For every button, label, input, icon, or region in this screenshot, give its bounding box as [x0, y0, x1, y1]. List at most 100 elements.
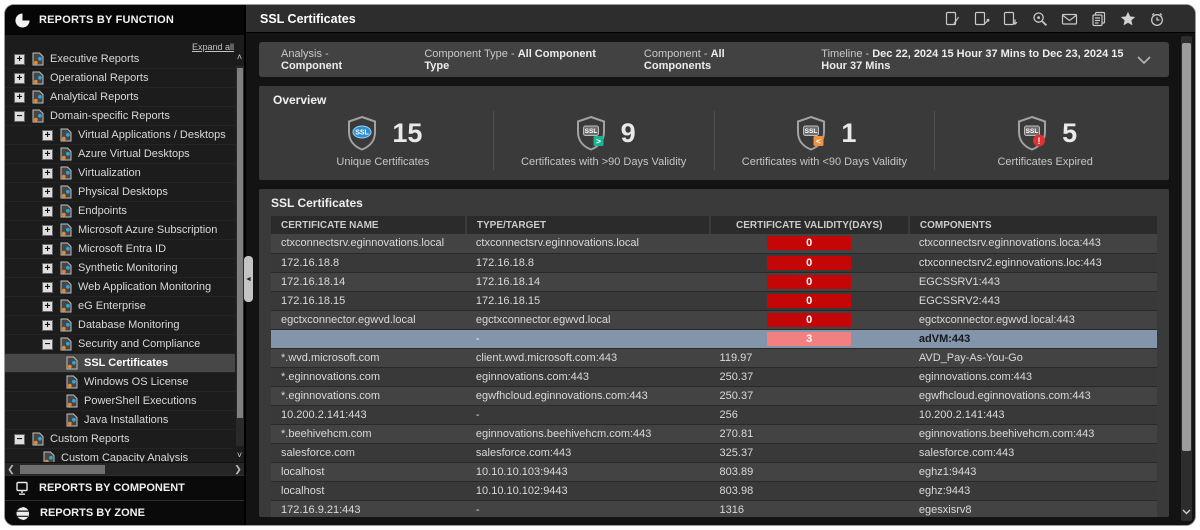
tree-item-database-monitoring[interactable]: +Database Monitoring — [5, 316, 235, 335]
schedule-icon[interactable] — [1149, 11, 1165, 27]
filter-analysis[interactable]: Analysis - Component — [281, 48, 378, 72]
scroll-left-icon[interactable]: ❮ — [5, 463, 17, 476]
main-vertical-scrollbar[interactable] — [1181, 36, 1192, 521]
expand-icon[interactable]: + — [42, 149, 53, 160]
tree-item-eg-enterprise[interactable]: +eG Enterprise — [5, 297, 235, 316]
cell-components: egwfhcloud.eginnovations.com:443 — [909, 386, 1157, 405]
tree-item-microsoft-azure-subscription[interactable]: +Microsoft Azure Subscription — [5, 221, 235, 240]
overview-panel: Overview SSL 15 — [259, 86, 1169, 180]
filter-component-type[interactable]: Component Type - All Component Type — [424, 48, 598, 72]
report-search-icon[interactable] — [1032, 11, 1048, 27]
table-row[interactable]: 10.200.2.141:443-25610.200.2.141:443 — [271, 405, 1157, 424]
expand-icon[interactable]: + — [42, 187, 53, 198]
table-row[interactable]: localhost10.10.10.102:9443803.98eghz:944… — [271, 481, 1157, 500]
tree-item-azure-virtual-desktops[interactable]: +Azure Virtual Desktops — [5, 145, 235, 164]
table-row[interactable]: salesforce.comsalesforce.com:443325.37sa… — [271, 443, 1157, 462]
table-row[interactable]: *.wvd.microsoft.comclient.wvd.microsoft.… — [271, 348, 1157, 367]
tree-item-microsoft-entra-id[interactable]: +Microsoft Entra ID — [5, 240, 235, 259]
filter-component[interactable]: Component - All Components — [644, 48, 775, 72]
certificates-tbody: ctxconnectsrv.eginnovations.localctxconn… — [271, 234, 1157, 517]
chevron-down-icon[interactable] — [1137, 55, 1151, 67]
tree-item-custom-reports[interactable]: −Custom Reports — [5, 430, 235, 449]
table-row[interactable]: -3adVM:443 — [271, 329, 1157, 348]
sidebar-item-reports-by-component[interactable]: REPORTS BY COMPONENT — [5, 475, 244, 500]
report-annotate-icon[interactable] — [974, 11, 990, 27]
main-scroll-thumb[interactable] — [1182, 43, 1191, 451]
table-row[interactable]: ctxconnectsrv.eginnovations.localctxconn… — [271, 234, 1157, 253]
tree-scroll-down-icon[interactable]: ˅ — [235, 448, 244, 462]
tree-item-java-installations[interactable]: Java Installations — [5, 411, 235, 430]
email-icon[interactable] — [1061, 11, 1078, 27]
table-row[interactable]: *.beehivehcm.comeginnovations.beehivehcm… — [271, 424, 1157, 443]
favorite-icon[interactable] — [1120, 11, 1136, 27]
tree-item-security-and-compliance[interactable]: −Security and Compliance — [5, 335, 235, 354]
scroll-down-icon[interactable] — [1182, 502, 1191, 520]
tree-item-web-application-monitoring[interactable]: +Web Application Monitoring — [5, 278, 235, 297]
column-certificate-validity[interactable]: CERTIFICATE VALIDITY(DAYS) — [710, 216, 909, 234]
report-toolbar — [945, 11, 1181, 27]
table-row[interactable]: 172.16.18.15172.16.18.150EGCSSRV2:443 — [271, 291, 1157, 310]
sidebar-header: REPORTS BY FUNCTION — [5, 5, 244, 35]
hscroll-thumb[interactable] — [20, 465, 105, 474]
tree-item-operational-reports[interactable]: +Operational Reports — [5, 69, 235, 88]
sidebar-item-reports-by-zone[interactable]: REPORTS BY ZONE — [5, 500, 244, 525]
sidebar-collapse-handle[interactable]: ◄ — [244, 256, 253, 302]
report-icon — [59, 242, 72, 256]
report-export-icon[interactable] — [1003, 11, 1019, 27]
expand-icon[interactable]: + — [42, 301, 53, 312]
stat-value: 1 — [841, 118, 856, 149]
expand-icon[interactable]: + — [42, 282, 53, 293]
table-row[interactable]: *.eginnovations.comeginnovations.com:443… — [271, 367, 1157, 386]
expand-icon[interactable]: + — [14, 92, 25, 103]
report-edit-icon[interactable] — [945, 11, 961, 27]
expand-icon[interactable]: + — [42, 130, 53, 141]
tree-scroll-thumb[interactable] — [237, 68, 243, 418]
expand-icon[interactable]: + — [14, 54, 25, 65]
expand-icon[interactable]: + — [42, 168, 53, 179]
table-row[interactable]: *.eginnovations.comegwfhcloud.eginnovati… — [271, 386, 1157, 405]
tree-item-virtualization[interactable]: +Virtualization — [5, 164, 235, 183]
cell-validity: 119.97 — [710, 348, 909, 367]
stat-label: Unique Certificates — [336, 156, 429, 168]
collapse-icon[interactable]: − — [42, 339, 53, 350]
table-row[interactable]: localhost10.10.10.103:9443803.89eghz1:94… — [271, 462, 1157, 481]
collapse-icon[interactable]: − — [14, 111, 25, 122]
report-icon — [59, 318, 72, 332]
table-row[interactable]: egctxconnector.egwvd.localegctxconnector… — [271, 310, 1157, 329]
tree-item-domain-specific-reports[interactable]: −Domain-specific Reports — [5, 107, 235, 126]
expand-icon[interactable]: + — [42, 244, 53, 255]
tree-item-physical-desktops[interactable]: +Physical Desktops — [5, 183, 235, 202]
table-row[interactable]: 172.16.9.21:443-1316egesxisrv8 — [271, 500, 1157, 517]
cell-type-target: - — [466, 329, 710, 348]
filter-timeline[interactable]: Timeline - Dec 22, 2024 15 Hour 37 Mins … — [821, 48, 1147, 72]
tree-scroll-up-icon[interactable]: ˄ — [235, 50, 244, 64]
tree-item-executive-reports[interactable]: +Executive Reports — [5, 50, 235, 69]
tree-item-custom-capacity-analysis[interactable]: Custom Capacity Analysis — [5, 449, 235, 462]
table-row[interactable]: 172.16.18.8172.16.18.80ctxconnectsrv2.eg… — [271, 253, 1157, 272]
expand-icon[interactable]: + — [14, 73, 25, 84]
tree-horizontal-scrollbar[interactable]: ❮ ❯ — [5, 462, 244, 475]
copy-icon[interactable] — [1091, 11, 1107, 27]
tree-item-label: Windows OS License — [84, 376, 189, 388]
tree-item-ssl-certificates[interactable]: SSL Certificates — [5, 354, 235, 373]
expand-icon[interactable]: + — [42, 206, 53, 217]
tree-item-endpoints[interactable]: +Endpoints — [5, 202, 235, 221]
scroll-right-icon[interactable]: ❯ — [232, 463, 244, 476]
tree-item-synthetic-monitoring[interactable]: +Synthetic Monitoring — [5, 259, 235, 278]
table-row[interactable]: 172.16.18.14172.16.18.140EGCSSRV1:443 — [271, 272, 1157, 291]
expand-icon[interactable]: + — [42, 263, 53, 274]
expand-icon[interactable]: + — [42, 320, 53, 331]
tree-item-analytical-reports[interactable]: +Analytical Reports — [5, 88, 235, 107]
column-type-target[interactable]: TYPE/TARGET — [466, 216, 710, 234]
tree-item-powershell-executions[interactable]: PowerShell Executions — [5, 392, 235, 411]
tree-item-windows-os-license[interactable]: Windows OS License — [5, 373, 235, 392]
tree-vertical-scrollbar[interactable] — [236, 66, 244, 446]
column-components[interactable]: COMPONENTS — [909, 216, 1157, 234]
filter-bar[interactable]: Analysis - Component Component Type - Al… — [259, 42, 1169, 77]
expand-icon[interactable]: + — [42, 225, 53, 236]
collapse-icon[interactable]: − — [14, 434, 25, 445]
tree-item-virtual-applications-desktops[interactable]: +Virtual Applications / Desktops — [5, 126, 235, 145]
report-content: Analysis - Component Component Type - Al… — [246, 33, 1195, 525]
stat-card-unique-certificates: SSL 15 Unique Certificates — [273, 111, 493, 170]
column-certificate-name[interactable]: CERTIFICATE NAME — [271, 216, 466, 234]
